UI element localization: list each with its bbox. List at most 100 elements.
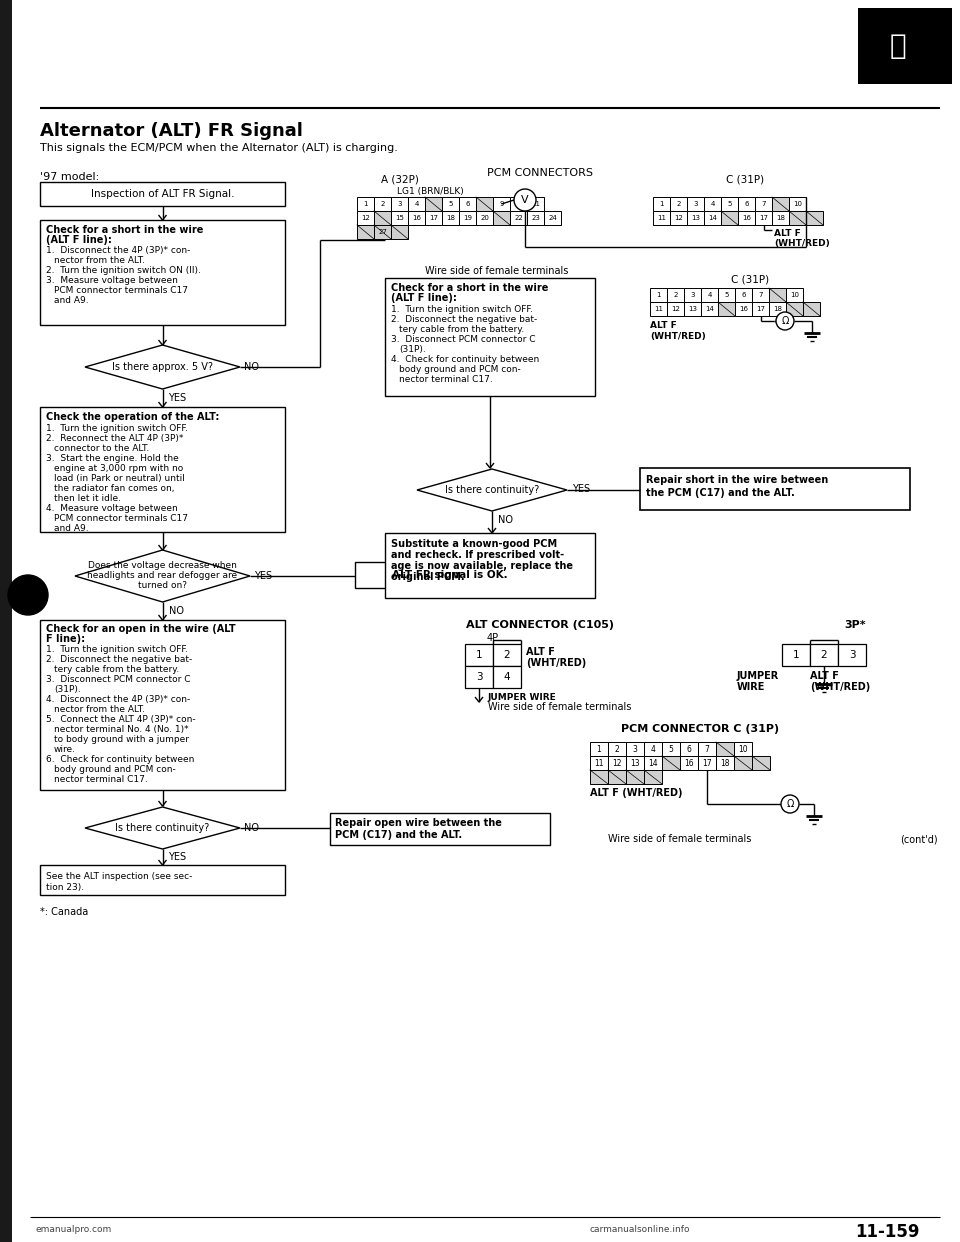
Bar <box>653 197 670 211</box>
Text: 1.  Turn the ignition switch OFF.: 1. Turn the ignition switch OFF. <box>46 424 188 433</box>
Text: 13: 13 <box>630 759 639 768</box>
Text: 6: 6 <box>466 201 469 207</box>
Bar <box>510 211 527 225</box>
Text: 4: 4 <box>504 672 511 682</box>
Text: 12: 12 <box>671 306 680 312</box>
Text: ALT F: ALT F <box>810 671 839 681</box>
Text: (cont'd): (cont'd) <box>900 833 938 845</box>
Bar <box>772 211 789 225</box>
Text: Is there continuity?: Is there continuity? <box>444 484 540 496</box>
Text: 4.  Measure voltage between: 4. Measure voltage between <box>46 504 178 513</box>
Bar <box>667 288 684 302</box>
Bar <box>493 666 521 688</box>
Text: 17: 17 <box>702 759 711 768</box>
Text: ALT F (WHT/RED): ALT F (WHT/RED) <box>590 787 683 799</box>
Bar <box>385 533 595 597</box>
Text: '97 model:: '97 model: <box>40 171 99 183</box>
Bar <box>650 288 667 302</box>
Text: carmanualsonline.info: carmanualsonline.info <box>590 1225 690 1235</box>
Bar <box>769 302 786 315</box>
Circle shape <box>781 795 799 814</box>
Bar <box>493 645 521 666</box>
Text: 13: 13 <box>688 306 697 312</box>
Text: C (31P): C (31P) <box>731 274 769 284</box>
Text: 🔧: 🔧 <box>889 32 906 60</box>
Text: 16: 16 <box>412 215 421 221</box>
Text: and recheck. If prescribed volt-: and recheck. If prescribed volt- <box>391 550 564 560</box>
Text: 1: 1 <box>660 201 663 207</box>
Bar <box>680 741 698 756</box>
Text: 1.  Turn the ignition switch OFF.: 1. Turn the ignition switch OFF. <box>46 645 188 655</box>
Bar <box>608 770 626 784</box>
Text: Repair short in the wire between: Repair short in the wire between <box>646 474 828 484</box>
Text: 24: 24 <box>548 215 557 221</box>
Text: Wire side of female terminals: Wire side of female terminals <box>489 702 632 712</box>
Bar <box>718 288 735 302</box>
Bar <box>357 197 374 211</box>
Bar <box>662 756 680 770</box>
Text: NO: NO <box>169 606 183 616</box>
Bar <box>752 756 770 770</box>
Bar <box>608 756 626 770</box>
Bar <box>769 288 786 302</box>
Text: F line):: F line): <box>46 633 85 645</box>
Bar <box>40 183 285 206</box>
Bar <box>493 197 510 211</box>
Text: 12: 12 <box>674 215 683 221</box>
Text: NO: NO <box>498 515 513 525</box>
Text: 14: 14 <box>708 215 717 221</box>
Text: 5: 5 <box>724 292 729 298</box>
Bar <box>374 225 391 238</box>
Text: 1: 1 <box>793 650 800 660</box>
Text: 4.  Check for continuity between: 4. Check for continuity between <box>391 355 540 364</box>
Text: Does the voltage decrease when: Does the voltage decrease when <box>88 561 237 570</box>
Text: 16: 16 <box>742 215 751 221</box>
Text: 4P: 4P <box>487 633 499 643</box>
Text: 16: 16 <box>684 759 694 768</box>
Bar <box>858 7 952 84</box>
Text: 2: 2 <box>504 650 511 660</box>
Text: (WHT/RED): (WHT/RED) <box>774 238 829 248</box>
Bar <box>465 645 493 666</box>
Bar <box>40 620 285 790</box>
Bar <box>644 770 662 784</box>
Text: Inspection of ALT FR Signal.: Inspection of ALT FR Signal. <box>91 189 234 199</box>
Bar <box>698 741 716 756</box>
Bar <box>442 211 459 225</box>
Bar <box>698 756 716 770</box>
Text: 15: 15 <box>396 215 404 221</box>
Bar <box>355 561 545 587</box>
Text: YES: YES <box>572 484 590 494</box>
Text: the radiator fan comes on,: the radiator fan comes on, <box>54 484 175 493</box>
Text: Ω: Ω <box>781 315 789 325</box>
Text: 10: 10 <box>738 744 748 754</box>
Text: to body ground with a jumper: to body ground with a jumper <box>54 735 189 744</box>
Bar <box>0 0 12 1242</box>
Text: Check for a short in the wire: Check for a short in the wire <box>391 283 548 293</box>
Text: YES: YES <box>169 392 186 402</box>
Text: turned on?: turned on? <box>138 581 187 590</box>
Text: emanualpro.com: emanualpro.com <box>35 1225 111 1235</box>
Bar <box>590 770 608 784</box>
Text: body ground and PCM con-: body ground and PCM con- <box>54 765 176 774</box>
Bar <box>374 197 391 211</box>
Bar <box>391 211 408 225</box>
Text: wire.: wire. <box>54 745 76 754</box>
Bar <box>789 197 806 211</box>
Bar <box>734 741 752 756</box>
Text: 5: 5 <box>668 744 673 754</box>
Text: 5: 5 <box>728 201 732 207</box>
Text: tery cable from the battery.: tery cable from the battery. <box>54 664 180 674</box>
Text: Alternator (ALT) FR Signal: Alternator (ALT) FR Signal <box>40 122 302 140</box>
Bar <box>650 302 667 315</box>
Text: the PCM (C17) and the ALT.: the PCM (C17) and the ALT. <box>646 488 795 498</box>
Bar <box>810 645 838 666</box>
Text: C (31P): C (31P) <box>726 175 764 185</box>
Bar <box>476 197 493 211</box>
Text: 3: 3 <box>476 672 482 682</box>
Text: 11: 11 <box>657 215 666 221</box>
Text: 4: 4 <box>415 201 419 207</box>
Bar <box>738 197 755 211</box>
Text: 18: 18 <box>773 306 782 312</box>
Bar <box>662 741 680 756</box>
